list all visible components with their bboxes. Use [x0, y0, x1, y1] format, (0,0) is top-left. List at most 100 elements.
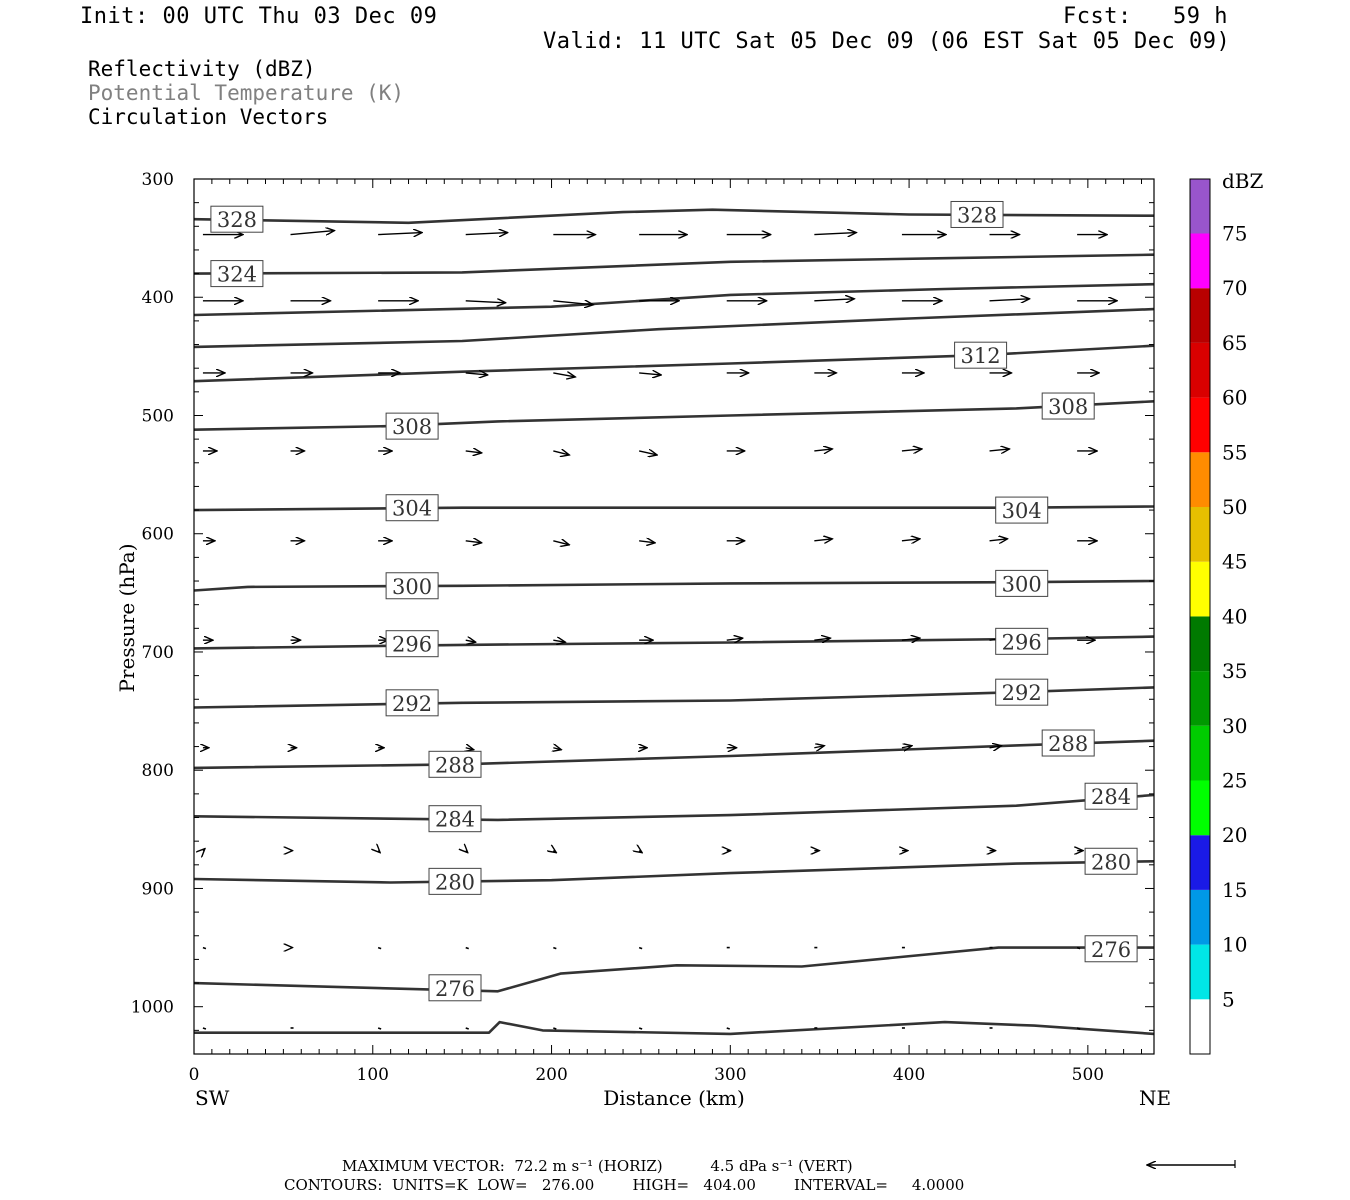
contour-label-280: 280	[428, 867, 482, 895]
contour-label-box	[210, 205, 264, 233]
x-tick-label: 200	[535, 1065, 567, 1085]
vector-arrow	[553, 451, 569, 455]
vector-arrow	[726, 638, 743, 640]
contour-label-box	[428, 974, 482, 1002]
contour-theta-292	[193, 686, 1155, 709]
vector-arrow	[290, 231, 335, 235]
contour-label-312: 312	[954, 341, 1008, 369]
contour-label-box	[385, 630, 439, 658]
x-axis-label: Distance (km)	[603, 1086, 745, 1110]
colorbar-border	[1189, 178, 1211, 1055]
contour-theta-328	[193, 208, 1155, 225]
contour-theta-320	[193, 282, 1155, 317]
colorbar-swatch	[1190, 397, 1210, 453]
contour-label-text: 292	[392, 692, 432, 716]
contour-label-328: 328	[210, 205, 264, 233]
colorbar: 5 10 15 20 25 30 35 40 45 50 55 60 65 70 75	[1189, 178, 1247, 1055]
vector-arrow	[466, 748, 474, 750]
vector-arrow	[378, 851, 380, 853]
contour-label-box	[995, 627, 1049, 655]
contour-label-box	[1084, 847, 1138, 875]
vector-dot	[638, 1027, 643, 1030]
vector-arrow	[553, 640, 565, 642]
contour-label-292: 292	[385, 689, 439, 717]
colorbar-unit: dBZ	[1222, 169, 1264, 193]
vector-arrow	[553, 748, 561, 750]
vector-arrow	[814, 299, 854, 301]
contour-label-288: 288	[1041, 729, 1095, 757]
y-tick-label: 700	[142, 643, 174, 663]
contour-label-276: 276	[428, 974, 482, 1002]
contour-label-284: 284	[428, 805, 482, 833]
vector-arrow	[639, 541, 655, 543]
vector-arrow	[639, 851, 642, 853]
vector-dot	[1076, 946, 1081, 950]
contour-label-324: 324	[210, 260, 264, 288]
vector-arrow	[989, 299, 1030, 301]
vector-arrow	[814, 638, 830, 640]
contour-label-box	[995, 569, 1049, 597]
colorbar-swatch	[1190, 561, 1210, 617]
vector-arrow	[203, 849, 205, 851]
x-end-label-sw: SW	[195, 1086, 230, 1110]
vector-arrow	[814, 449, 832, 451]
colorbar-swatch	[1190, 944, 1210, 1000]
contour-label-288: 288	[428, 750, 482, 778]
vector-arrow	[465, 640, 476, 642]
contour-label-text: 304	[392, 497, 432, 521]
vector-dot	[465, 1027, 469, 1030]
legend-reflectivity: Reflectivity (dBZ)	[88, 57, 316, 81]
vector-arrow	[901, 539, 920, 541]
contour-label-text: 284	[435, 808, 475, 832]
contour-label-text: 328	[217, 208, 257, 232]
theta-contours	[193, 208, 1155, 1036]
contour-label-box	[385, 689, 439, 717]
contour-labels: 328 328 324 312 308 308 304 304 300 300 296 296 292 2…	[210, 200, 1138, 1002]
vector-arrow	[553, 301, 593, 305]
contour-label-300: 300	[385, 572, 439, 600]
vector-arrow	[465, 233, 508, 235]
colorbar-tick-label: 65	[1222, 331, 1247, 355]
x-end-label-ne: NE	[1139, 1086, 1171, 1110]
max-vector-info: MAXIMUM VECTOR: 72.2 m s⁻¹ (HORIZ) 4.5 d…	[342, 1157, 853, 1175]
vector-dot	[1076, 1027, 1081, 1030]
vector-arrow	[465, 451, 482, 453]
contour-label-box	[995, 678, 1049, 706]
y-axis-label: Pressure (hPa)	[115, 544, 139, 693]
contour-theta-316	[193, 307, 1155, 349]
x-tick-label: 300	[714, 1065, 746, 1085]
colorbar-tick-label: 45	[1222, 550, 1247, 574]
colorbar-tick-label: 25	[1222, 769, 1247, 793]
contour-theta-312	[193, 344, 1155, 383]
vector-arrow	[989, 539, 1008, 541]
contour-label-box	[1084, 935, 1138, 963]
vector-arrow	[553, 373, 575, 377]
colorbar-tick-label: 55	[1222, 440, 1247, 464]
y-tick-label: 500	[142, 406, 174, 426]
vector-arrow	[639, 373, 661, 375]
colorbar-tick-label: 15	[1222, 878, 1247, 902]
contour-theta-304	[193, 505, 1155, 512]
vector-dot	[726, 1027, 730, 1030]
colorbar-tick-label: 35	[1222, 659, 1247, 683]
contour-label-328: 328	[950, 200, 1004, 228]
contour-label-280: 280	[1084, 847, 1138, 875]
x-tick-label: 500	[1072, 1065, 1104, 1085]
vector-arrow	[465, 301, 506, 303]
vector-dot	[638, 946, 643, 950]
contour-label-text: 280	[1091, 850, 1131, 874]
valid-time: Valid: 11 UTC Sat 05 Dec 09 (06 EST Sat …	[543, 29, 1231, 54]
contour-label-text: 308	[392, 415, 432, 439]
vector-arrow	[814, 539, 832, 541]
colorbar-tick-label: 5	[1222, 987, 1235, 1011]
y-tick-label: 1000	[131, 998, 174, 1018]
colorbar-tick-label: 50	[1222, 495, 1247, 519]
contour-label-308: 308	[1041, 392, 1095, 420]
contour-label-284: 284	[1084, 782, 1138, 810]
contour-label-text: 324	[217, 263, 257, 287]
vector-arrow	[989, 449, 1010, 451]
contour-label-304: 304	[385, 494, 439, 522]
contour-label-text: 312	[961, 344, 1001, 368]
contour-label-text: 288	[1048, 732, 1088, 756]
